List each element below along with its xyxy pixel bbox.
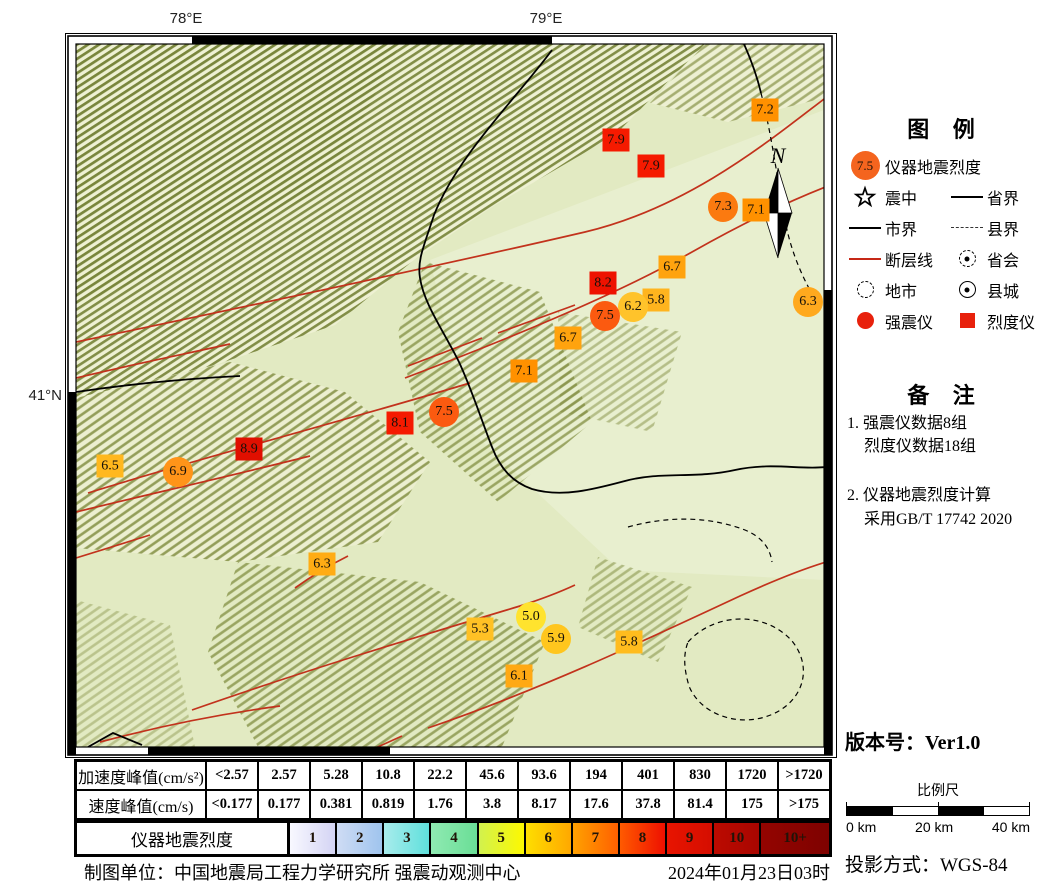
table-cell: 401 bbox=[623, 762, 675, 789]
intensity-cell: 10 bbox=[714, 823, 762, 854]
intensity-cell: 6 bbox=[525, 823, 573, 854]
circle-dashed-icon bbox=[845, 281, 885, 298]
notes-title: 备 注 bbox=[907, 383, 984, 408]
terrain-layer bbox=[76, 44, 824, 747]
scalebar-label: 40 km bbox=[991, 819, 1030, 835]
table-cell: 17.6 bbox=[571, 791, 623, 818]
scalebar-bar bbox=[846, 802, 1030, 816]
table-row-label: 速度峰值(cm/s) bbox=[77, 791, 207, 818]
peak-values-table: 加速度峰值(cm/s²) <2.57 2.57 5.28 10.8 22.2 45.6 93.… bbox=[74, 759, 832, 821]
scalebar-labels: 0 km 20 km 40 km bbox=[846, 819, 1030, 835]
square-red-icon bbox=[947, 313, 987, 328]
table-cell: 175 bbox=[727, 791, 779, 818]
intensity-color-scale: 1 2 3 4 5 6 7 8 9 10 10+ bbox=[290, 823, 829, 854]
table-cell: >1720 bbox=[785, 767, 823, 783]
table-cell: 45.6 bbox=[467, 762, 519, 789]
line-dashed-icon bbox=[947, 227, 987, 228]
table-cell: 10.8 bbox=[363, 762, 415, 789]
table-cell: 5.28 bbox=[311, 762, 363, 789]
legend-item-label: 县城 bbox=[987, 283, 1020, 301]
legend-row: 强震仪 烈度仪 bbox=[845, 305, 1041, 336]
legend-row: 7.5 仪器地震烈度 bbox=[845, 150, 1041, 181]
table-cell: 37.8 bbox=[623, 791, 675, 818]
intensity-circle-icon: 7.5 bbox=[845, 151, 885, 180]
table-cell: 0.177 bbox=[259, 791, 311, 818]
legend-item-label: 市界 bbox=[885, 221, 918, 239]
note-line: 采用GB/T 17742 2020 bbox=[864, 510, 1013, 528]
legend-row: 震中 省界 bbox=[845, 181, 1041, 212]
legend-item-label: 烈度仪 bbox=[987, 314, 1036, 332]
boundary-lines bbox=[76, 44, 824, 747]
legend-item-label: 县界 bbox=[987, 221, 1020, 239]
intensity-scale-label: 仪器地震烈度 bbox=[77, 823, 290, 854]
scalebar-label: 20 km bbox=[915, 819, 954, 835]
longitude-label-78e: 78°E bbox=[169, 10, 203, 27]
intensity-cell: 9 bbox=[667, 823, 715, 854]
table-cell: >175 bbox=[788, 796, 819, 812]
star-icon bbox=[845, 184, 885, 210]
legend-item-label: 强震仪 bbox=[885, 314, 934, 332]
intensity-scale-table: 仪器地震烈度 1 2 3 4 5 6 7 8 9 10 10+ bbox=[74, 820, 832, 857]
longitude-label-79e: 79°E bbox=[529, 10, 563, 27]
legend-row: 市界 县界 bbox=[845, 212, 1041, 243]
legend-title: 图 例 bbox=[907, 117, 984, 142]
legend-row: 地市 县城 bbox=[845, 274, 1041, 305]
table-cell: <0.177 bbox=[207, 791, 259, 818]
legend-row: 断层线 省会 bbox=[845, 243, 1041, 274]
intensity-cell: 2 bbox=[337, 823, 385, 854]
intensity-cell: 5 bbox=[478, 823, 526, 854]
table-cell: 22.2 bbox=[415, 762, 467, 789]
table-cell: 1720 bbox=[727, 762, 779, 789]
map-frame bbox=[65, 33, 837, 758]
scalebar: 比例尺 0 km 20 km 40 km bbox=[846, 780, 1030, 835]
table-row-label: 加速度峰值(cm/s²) bbox=[77, 762, 207, 789]
intensity-cell: 4 bbox=[431, 823, 479, 854]
note-line: 烈度仪数据18组 bbox=[864, 438, 977, 456]
table-row: 速度峰值(cm/s) <0.177 0.177 0.381 0.819 1.76 3.8 8.… bbox=[77, 789, 829, 818]
table-cell: 0.381 bbox=[311, 791, 363, 818]
map-credit-text: 制图单位：中国地震局工程力学研究所 强震动观测中心 bbox=[84, 863, 521, 883]
table-cell: 3.8 bbox=[467, 791, 519, 818]
latitude-label-41n: 41°N bbox=[28, 387, 62, 404]
projection-label: 投影方式：WGS-84 bbox=[845, 855, 1008, 876]
table-cell: 0.819 bbox=[363, 791, 415, 818]
legend-item-label: 仪器地震烈度 bbox=[885, 159, 982, 177]
table-cell: 194 bbox=[571, 762, 623, 789]
line-black-icon bbox=[845, 226, 885, 229]
table-cell: 81.4 bbox=[675, 791, 727, 818]
legend-item-label: 省界 bbox=[987, 190, 1020, 208]
intensity-cell: 1 bbox=[290, 823, 338, 854]
table-cell: 830 bbox=[675, 762, 727, 789]
circle-dot-icon bbox=[947, 281, 987, 298]
legend-item-label: 震中 bbox=[885, 190, 918, 208]
table-row: 加速度峰值(cm/s²) <2.57 2.57 5.28 10.8 22.2 45.6 93.… bbox=[77, 762, 829, 789]
intensity-cell: 3 bbox=[384, 823, 432, 854]
intensity-cell: 10+ bbox=[761, 823, 829, 854]
line-red-icon bbox=[845, 257, 885, 260]
version-label: 版本号：Ver1.0 bbox=[845, 732, 981, 754]
circle-dashed-dot-icon bbox=[947, 250, 987, 267]
intensity-cell: 7 bbox=[572, 823, 620, 854]
legend-item-label: 地市 bbox=[885, 283, 918, 301]
legend-item-label: 省会 bbox=[987, 252, 1020, 270]
table-cell: 1.76 bbox=[415, 791, 467, 818]
table-cell: 93.6 bbox=[519, 762, 571, 789]
svg-text:N: N bbox=[770, 143, 787, 168]
note-line: 2. 仪器地震烈度计算 bbox=[847, 487, 992, 505]
line-black-icon bbox=[947, 195, 987, 198]
table-cell: <2.57 bbox=[207, 762, 259, 789]
map-date-text: 2024年01月23日03时 bbox=[668, 863, 830, 883]
dot-red-icon bbox=[845, 312, 885, 329]
legend-item-label: 断层线 bbox=[885, 252, 934, 270]
legend: 7.5 仪器地震烈度 震中 省界 市界 县界 断层线 省会 地市 县城 强震仪 烈度仪 bbox=[845, 150, 1041, 336]
scalebar-title: 比例尺 bbox=[917, 784, 959, 799]
scalebar-label: 0 km bbox=[846, 819, 877, 835]
note-line: 1. 强震仪数据8组 bbox=[847, 415, 968, 432]
intensity-cell: 8 bbox=[619, 823, 667, 854]
table-cell: 8.17 bbox=[519, 791, 571, 818]
notes: 1. 强震仪数据8组烈度仪数据18组 2. 仪器地震烈度计算采用GB/T 1774… bbox=[847, 412, 1041, 531]
table-cell: 2.57 bbox=[259, 762, 311, 789]
